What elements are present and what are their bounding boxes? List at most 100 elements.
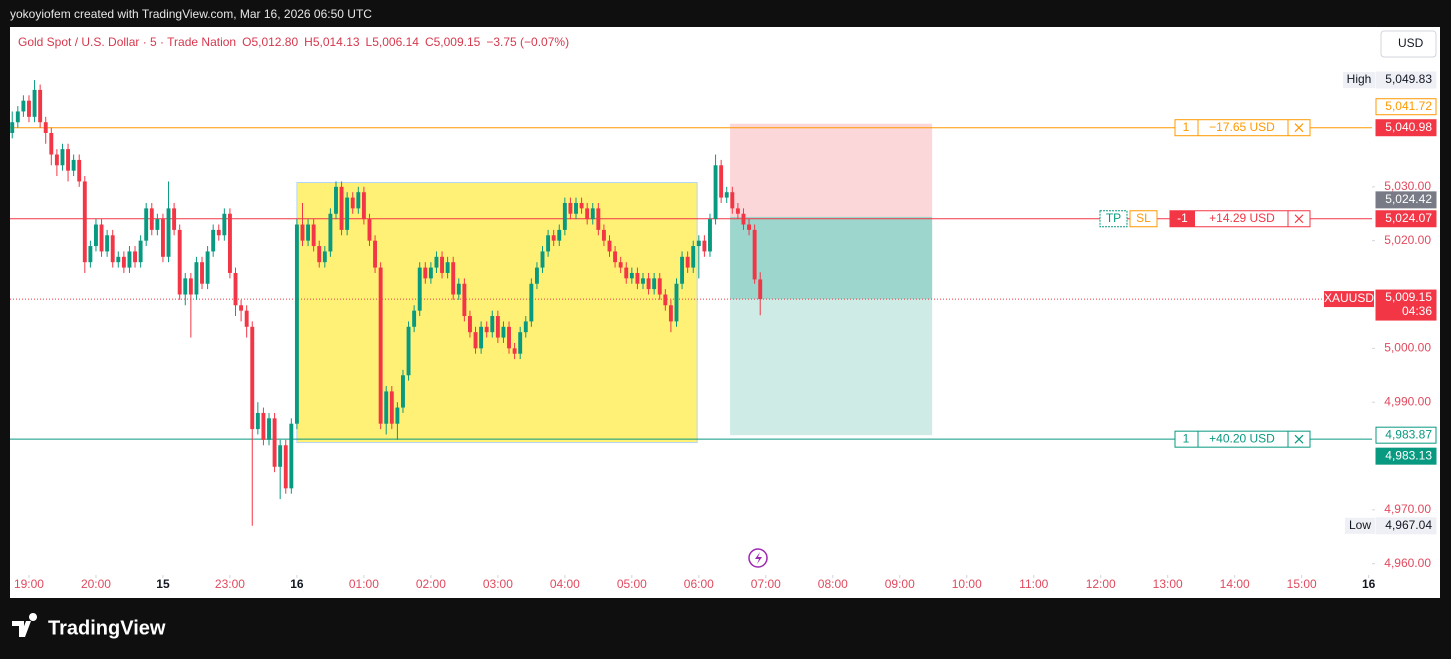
candle-body xyxy=(423,267,428,279)
candle-body xyxy=(227,213,232,273)
candle-body xyxy=(116,256,121,263)
candle-body xyxy=(685,256,690,268)
candle-body xyxy=(49,132,54,155)
candle-body xyxy=(529,283,534,322)
candle-body xyxy=(384,391,389,424)
candle-body xyxy=(389,391,394,424)
candle-body xyxy=(155,219,160,230)
candle-body xyxy=(294,224,299,424)
legend-value: 5,014.13 xyxy=(313,35,360,49)
bracket-label: SL xyxy=(1136,211,1151,225)
price-label-box xyxy=(1375,289,1437,321)
candle-body xyxy=(367,219,372,241)
close-icon[interactable] xyxy=(1294,214,1304,224)
price-label: 5,024.42 xyxy=(1385,192,1432,206)
candle-body xyxy=(456,283,461,295)
candle-body xyxy=(88,246,93,263)
candle-body xyxy=(211,229,216,252)
order-box xyxy=(1174,119,1311,137)
bracket-button[interactable] xyxy=(1099,210,1128,228)
candle-body xyxy=(479,326,484,349)
order-widget[interactable]: 1 +40.20 USD xyxy=(1174,430,1311,448)
candle-body xyxy=(272,418,277,467)
price-label-box xyxy=(1375,210,1437,228)
low-label: Low xyxy=(1349,518,1371,532)
candle-body xyxy=(328,213,333,252)
countdown: 04:36 xyxy=(1402,304,1432,318)
candle-body xyxy=(322,251,327,263)
candle-body xyxy=(607,240,612,252)
price-label-box xyxy=(1375,119,1437,137)
candle-body xyxy=(60,149,65,166)
high-tag xyxy=(1343,72,1375,89)
bracket-label: TP xyxy=(1106,211,1121,225)
x-tick-label: 04:00 xyxy=(550,577,580,591)
candle-body xyxy=(373,240,378,268)
candle-body xyxy=(730,192,735,209)
candle-body xyxy=(255,412,260,430)
candle-body xyxy=(350,197,355,209)
candle-body xyxy=(289,423,294,489)
candle-body xyxy=(680,256,685,284)
price-label: 5,009.15 xyxy=(1385,290,1432,304)
candle-body xyxy=(250,326,255,430)
attribution: yokoyiofem created with TradingView.com,… xyxy=(10,7,372,21)
candle-body xyxy=(758,279,763,300)
legend-key: C xyxy=(425,35,434,49)
x-tick-label: 19:00 xyxy=(14,577,44,591)
price-label: 4,983.13 xyxy=(1385,448,1432,462)
price-label-box xyxy=(1375,426,1437,444)
candle-body xyxy=(540,251,545,268)
candle-body xyxy=(334,186,338,214)
legend-value: 5,012.80 xyxy=(251,35,298,49)
price-label: 4,967.04 xyxy=(1385,518,1432,532)
candle-body xyxy=(406,326,411,376)
bracket-button[interactable] xyxy=(1129,210,1158,228)
candle-body xyxy=(283,445,288,489)
x-tick-label: 13:00 xyxy=(1153,577,1183,591)
price-label-box xyxy=(1375,71,1437,89)
candle-body xyxy=(10,122,15,133)
y-tick-label: 4,970.00 xyxy=(1384,502,1431,516)
brand-logo: TradingView xyxy=(12,612,166,639)
candle-body xyxy=(713,165,718,220)
candle-body xyxy=(160,219,165,257)
candle-body xyxy=(579,202,584,209)
order-pnl: +40.20 USD xyxy=(1209,431,1275,445)
candle-body xyxy=(462,283,467,317)
high-label: High xyxy=(1347,72,1372,86)
candle-body xyxy=(551,235,556,241)
order-widget[interactable]: -1 TP SL +14.29 USD xyxy=(1099,210,1311,228)
order-widget[interactable]: 1 −17.65 USD xyxy=(1174,119,1311,137)
x-tick-label: 20:00 xyxy=(81,577,111,591)
candle-body xyxy=(356,192,361,209)
candle-body xyxy=(657,278,662,295)
close-icon[interactable] xyxy=(1294,434,1304,444)
currency-button[interactable] xyxy=(1380,30,1437,58)
candle-body xyxy=(15,111,20,123)
candle-body xyxy=(66,149,71,171)
x-tick-label: 02:00 xyxy=(416,577,446,591)
candle-body xyxy=(183,278,188,295)
candle-body xyxy=(144,208,149,241)
candle-body xyxy=(735,208,740,214)
candle-body xyxy=(412,310,417,327)
candle-body xyxy=(646,278,651,290)
x-tick-label: 15:00 xyxy=(1287,577,1317,591)
x-tick-label: 11:00 xyxy=(1019,577,1048,591)
x-tick-label: 12:00 xyxy=(1086,577,1116,591)
candle-body xyxy=(613,251,618,263)
symbol-tag xyxy=(1324,291,1374,308)
order-qty: 1 xyxy=(1183,120,1190,134)
candle-body xyxy=(696,240,701,247)
candle-body xyxy=(590,208,595,220)
candle-body xyxy=(239,305,244,311)
x-tick-label: 07:00 xyxy=(751,577,781,591)
candle-body xyxy=(71,159,76,171)
close-icon[interactable] xyxy=(1294,123,1304,133)
order-qty: 1 xyxy=(1183,431,1190,445)
y-tick-label: 5,020.00 xyxy=(1384,233,1431,247)
legend: Gold Spot / U.S. Dollar · 5 · Trade Nati… xyxy=(18,35,569,49)
candle-body xyxy=(233,272,238,306)
